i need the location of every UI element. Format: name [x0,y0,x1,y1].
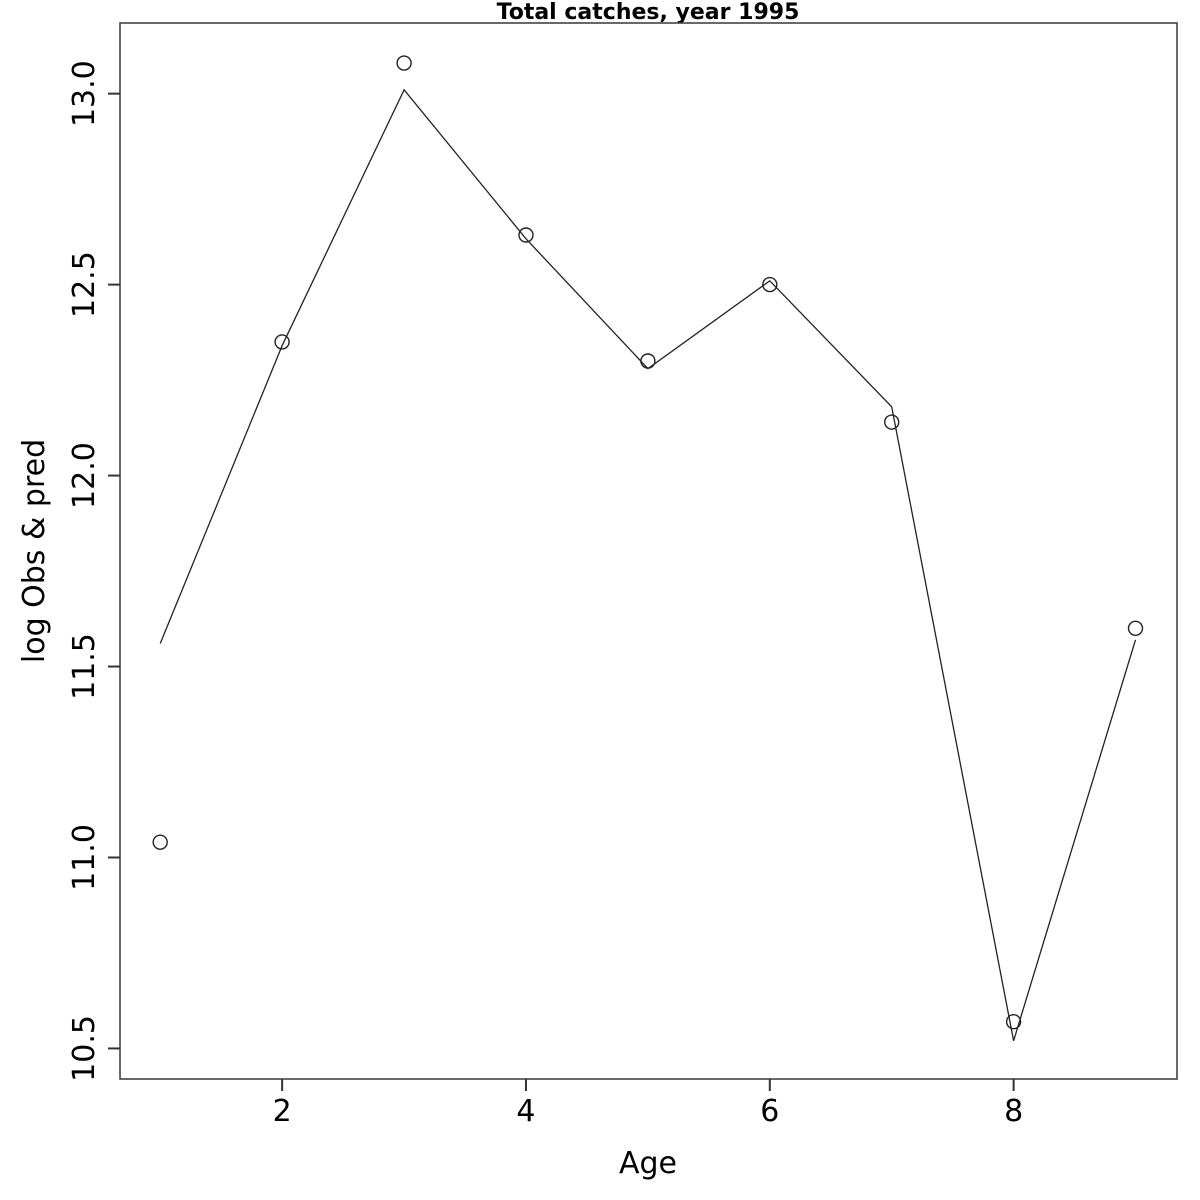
y-axis-title: log Obs & pred [17,439,52,663]
observed-point [640,353,656,369]
observed-point [762,276,778,293]
x-axis-tick-label: 2 [273,1094,292,1129]
x-axis-tick-label: 8 [1004,1094,1023,1129]
x-axis-tick-label: 4 [516,1094,535,1129]
observed-point [1005,1014,1022,1030]
y-axis-tick-label: 12.5 [67,251,102,318]
y-axis-tick-label: 10.5 [67,1015,102,1082]
y-axis-tick-label: 12.0 [67,442,102,509]
observed-point [1127,620,1144,636]
y-axis-tick-label: 11.0 [67,824,102,891]
observed-point [274,334,290,350]
x-axis-tick-label: 6 [760,1094,779,1129]
observed-point [518,227,534,243]
plot-border-box [119,22,1178,1080]
x-axis-title: Age [619,1146,677,1181]
plot-content: 2 4 6 8 10.5 11.0 11.5 12.0 12.5 13.0 [67,55,1144,1129]
predicted-line [159,88,1137,1041]
chart-title: Total catches, year 1995 [497,0,800,25]
y-axis-tick-label: 13.0 [67,60,102,127]
observed-point [884,414,900,430]
y-axis-tick-label: 11.5 [67,633,102,700]
observed-point [396,55,412,71]
observed-point [152,834,168,850]
